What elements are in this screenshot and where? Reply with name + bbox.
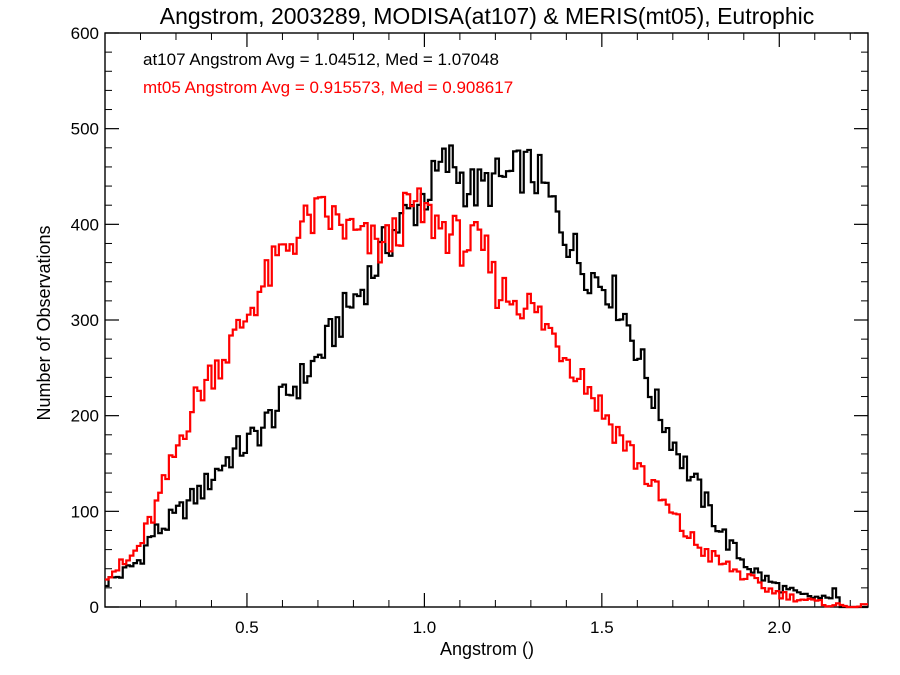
plot-frame xyxy=(104,32,869,608)
plot-border xyxy=(104,32,869,608)
y-tick-label: 400 xyxy=(71,215,99,234)
y-tick-label: 600 xyxy=(71,24,99,43)
series-mt05-histogram xyxy=(105,187,868,609)
y-axis-label: Number of Observations xyxy=(34,225,54,420)
x-tick-label: 1.5 xyxy=(590,618,614,637)
x-axis: 0.5 1.0 1.5 2.0 xyxy=(104,33,851,637)
y-axis: 0 100 200 300 400 500 600 xyxy=(71,24,868,617)
x-tick-label: 2.0 xyxy=(767,618,791,637)
x-axis-label: Angstrom () xyxy=(440,639,534,659)
y-tick-label: 0 xyxy=(90,598,99,617)
legend-entry-mt05: mt05 Angstrom Avg = 0.915573, Med = 0.90… xyxy=(143,78,513,97)
y-tick-label: 300 xyxy=(71,311,99,330)
x-tick-label: 0.5 xyxy=(235,618,259,637)
series-layer xyxy=(105,144,868,609)
series-at107-histogram xyxy=(105,144,868,609)
x-tick-label: 1.0 xyxy=(413,618,437,637)
y-tick-label: 100 xyxy=(71,502,99,521)
y-tick-label: 500 xyxy=(71,120,99,139)
legend-entry-at107: at107 Angstrom Avg = 1.04512, Med = 1.07… xyxy=(143,50,499,69)
y-tick-label: 200 xyxy=(71,407,99,426)
chart-title: Angstrom, 2003289, MODISA(at107) & MERIS… xyxy=(160,3,815,29)
